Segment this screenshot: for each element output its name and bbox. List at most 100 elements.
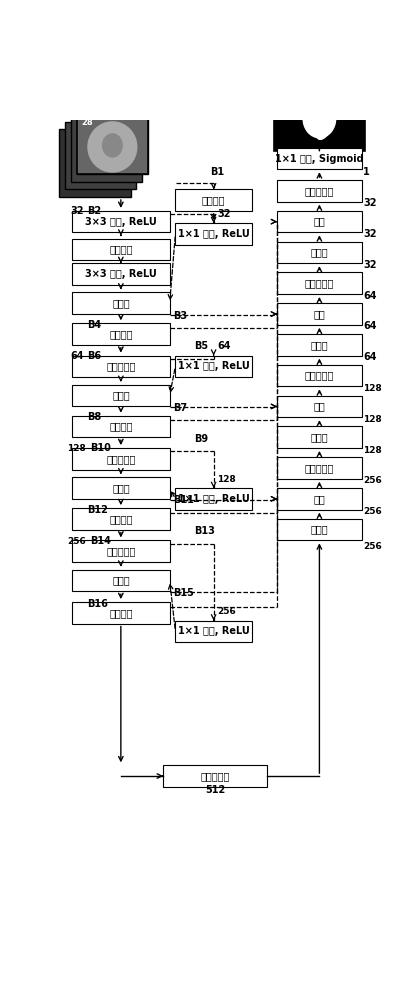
Text: 连接: 连接 (314, 494, 325, 504)
Text: 1×1 卷积, Sigmoid: 1×1 卷积, Sigmoid (275, 153, 364, 163)
FancyBboxPatch shape (277, 334, 362, 356)
FancyBboxPatch shape (277, 519, 362, 540)
Text: B7: B7 (173, 403, 187, 413)
Text: 1×1 卷积, ReLU: 1×1 卷积, ReLU (178, 229, 249, 239)
Text: B3: B3 (173, 311, 187, 321)
Text: 逆卷积: 逆卷积 (311, 432, 328, 442)
Text: 逆卷积: 逆卷积 (311, 247, 328, 257)
Text: 1×1 卷积, ReLU: 1×1 卷积, ReLU (178, 626, 249, 636)
FancyBboxPatch shape (176, 620, 252, 642)
Text: 32: 32 (217, 209, 231, 219)
Text: B15: B15 (173, 588, 194, 598)
Text: 组合残差块: 组合残差块 (305, 463, 334, 473)
Text: 组合残差块: 组合残差块 (305, 278, 334, 288)
Ellipse shape (88, 122, 137, 172)
FancyBboxPatch shape (176, 223, 252, 245)
Ellipse shape (303, 99, 336, 138)
FancyBboxPatch shape (72, 292, 170, 314)
Text: 组合残差块: 组合残差块 (305, 371, 334, 381)
Text: 组合残差块: 组合残差块 (106, 454, 136, 464)
FancyBboxPatch shape (72, 323, 170, 345)
Text: B2: B2 (87, 206, 101, 216)
Text: 3×3 卷积, ReLU: 3×3 卷积, ReLU (85, 217, 157, 227)
Bar (76, 106, 148, 174)
FancyBboxPatch shape (72, 540, 170, 562)
Text: 32: 32 (363, 198, 377, 208)
Text: B14: B14 (90, 536, 111, 546)
FancyBboxPatch shape (72, 508, 170, 530)
FancyBboxPatch shape (277, 365, 362, 386)
Text: 256: 256 (217, 607, 236, 616)
FancyBboxPatch shape (277, 426, 362, 448)
FancyBboxPatch shape (277, 180, 362, 202)
Text: B4: B4 (87, 320, 101, 330)
Bar (76, 106, 148, 174)
Text: 最大池化: 最大池化 (109, 514, 133, 524)
Text: B11: B11 (173, 495, 194, 505)
Text: 64: 64 (217, 341, 231, 351)
Text: B5: B5 (194, 341, 208, 351)
Ellipse shape (102, 134, 122, 157)
Text: 128: 128 (363, 415, 382, 424)
FancyBboxPatch shape (277, 488, 362, 510)
Text: B8: B8 (87, 412, 101, 422)
Text: 组合残差块: 组合残差块 (106, 361, 136, 371)
Text: 1×1 卷积, ReLU: 1×1 卷积, ReLU (178, 361, 249, 371)
Text: 512: 512 (205, 785, 226, 795)
FancyBboxPatch shape (72, 448, 170, 470)
Text: B10: B10 (90, 443, 111, 453)
Text: 128: 128 (67, 444, 86, 453)
Text: 组合残差块: 组合残差块 (201, 771, 230, 781)
Text: 连接: 连接 (314, 401, 325, 411)
Text: 64: 64 (363, 291, 377, 301)
Text: 256: 256 (363, 507, 382, 516)
Text: 64: 64 (363, 321, 377, 331)
Text: 1×1 卷积, ReLU: 1×1 卷积, ReLU (178, 494, 249, 504)
Text: 批归一化: 批归一化 (109, 244, 133, 254)
Text: 批归一化: 批归一化 (202, 195, 226, 205)
FancyBboxPatch shape (72, 570, 170, 591)
Text: 组合残差块: 组合残差块 (305, 186, 334, 196)
FancyBboxPatch shape (277, 457, 362, 479)
Text: B13: B13 (194, 526, 215, 536)
FancyBboxPatch shape (72, 356, 170, 377)
Text: 最大池化: 最大池化 (109, 608, 133, 618)
Text: 256: 256 (363, 542, 382, 551)
Text: 加融合: 加融合 (112, 298, 130, 308)
Text: 128: 128 (217, 475, 236, 484)
FancyBboxPatch shape (176, 189, 252, 211)
Bar (71, 114, 142, 182)
Text: 3×3 卷积, ReLU: 3×3 卷积, ReLU (85, 269, 157, 279)
FancyBboxPatch shape (72, 263, 170, 285)
FancyBboxPatch shape (176, 488, 252, 510)
Text: 256: 256 (363, 476, 382, 485)
Text: B12: B12 (87, 505, 108, 515)
Text: B1: B1 (210, 167, 225, 177)
Text: 128: 128 (363, 384, 382, 393)
Text: 加融合: 加融合 (112, 483, 130, 493)
Text: 64: 64 (363, 352, 377, 362)
Text: 28: 28 (81, 118, 93, 127)
Text: B6: B6 (87, 351, 101, 361)
FancyBboxPatch shape (277, 148, 362, 169)
FancyBboxPatch shape (277, 242, 362, 263)
Text: 连接: 连接 (314, 217, 325, 227)
FancyBboxPatch shape (277, 396, 362, 417)
Bar (65, 122, 136, 189)
FancyBboxPatch shape (72, 477, 170, 499)
Bar (274, 80, 365, 151)
Text: 32: 32 (363, 260, 377, 270)
FancyBboxPatch shape (72, 239, 170, 260)
Text: 最大池化: 最大池化 (109, 329, 133, 339)
Text: 32: 32 (71, 206, 84, 216)
Text: B16: B16 (87, 599, 108, 609)
Text: 连接: 连接 (314, 309, 325, 319)
Text: 加融合: 加融合 (112, 575, 130, 585)
FancyBboxPatch shape (277, 272, 362, 294)
FancyBboxPatch shape (72, 211, 170, 232)
Ellipse shape (316, 104, 336, 139)
Text: 逆卷积: 逆卷积 (311, 340, 328, 350)
FancyBboxPatch shape (72, 602, 170, 624)
Bar (59, 129, 131, 197)
Text: 逆卷积: 逆卷积 (311, 525, 328, 535)
